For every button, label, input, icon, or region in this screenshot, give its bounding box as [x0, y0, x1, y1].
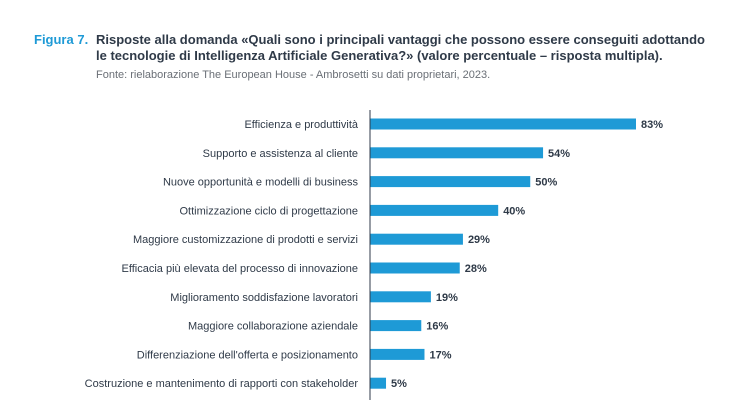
category-label: Efficienza e produttività — [244, 119, 358, 131]
category-label: Efficacia più elevata del processo di in… — [122, 263, 358, 275]
bar — [370, 205, 498, 216]
value-label: 50% — [535, 177, 557, 189]
bar — [370, 378, 386, 389]
bar — [370, 291, 431, 302]
category-label: Differenziazione dell'offerta e posizion… — [137, 349, 358, 361]
category-label: Maggiore collaborazione aziendale — [188, 321, 358, 333]
value-label: 54% — [548, 148, 570, 160]
category-label: Ottimizzazione ciclo di progettazione — [179, 205, 358, 217]
bar — [370, 320, 421, 331]
value-label: 16% — [426, 321, 448, 333]
value-label: 28% — [465, 263, 487, 275]
category-label: Costruzione e mantenimento di rapporti c… — [85, 378, 359, 390]
bar — [370, 176, 530, 187]
category-label: Nuove opportunità e modelli di business — [163, 177, 359, 189]
bars — [370, 119, 636, 389]
bar — [370, 147, 543, 158]
category-label: Maggiore customizzazione di prodotti e s… — [133, 234, 358, 246]
bar — [370, 234, 463, 245]
value-label: 83% — [641, 119, 663, 131]
value-labels: 83% 54% 50% 40% 29% 28% 19% 16% 17% 5% — [391, 119, 663, 390]
bar — [370, 349, 424, 360]
bar — [370, 263, 460, 274]
value-label: 17% — [429, 349, 451, 361]
bar — [370, 119, 636, 130]
bar-chart: Efficienza e produttività Supporto e assi… — [0, 0, 735, 418]
category-label: Supporto e assistenza al cliente — [203, 148, 358, 160]
value-label: 5% — [391, 378, 407, 390]
value-label: 29% — [468, 234, 490, 246]
category-label: Miglioramento soddisfazione lavoratori — [170, 292, 358, 304]
category-labels: Efficienza e produttività Supporto e assi… — [85, 119, 359, 390]
value-label: 40% — [503, 205, 525, 217]
value-label: 19% — [436, 292, 458, 304]
